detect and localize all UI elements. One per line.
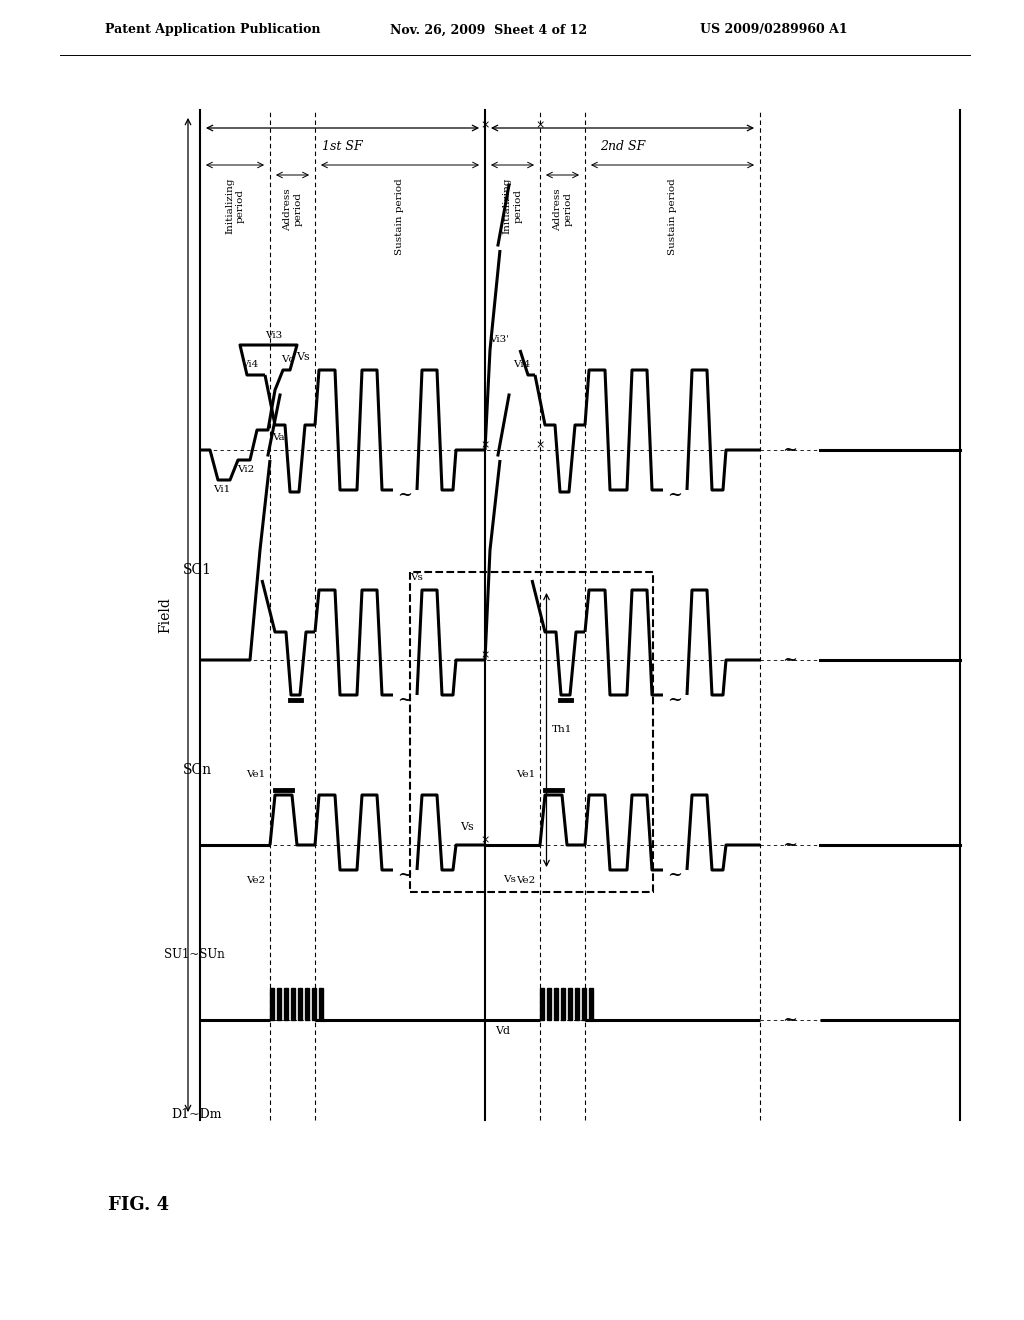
Text: ×: ×: [480, 120, 489, 129]
Text: Initializing
period: Initializing period: [225, 178, 245, 235]
Text: 2nd SF: 2nd SF: [600, 140, 645, 153]
Text: Ve2: Ve2: [516, 876, 535, 884]
Bar: [298, 987, 302, 1020]
Text: Vs: Vs: [296, 352, 310, 362]
Text: Vs: Vs: [411, 573, 424, 582]
Bar: [589, 987, 593, 1020]
Text: Vs: Vs: [504, 875, 516, 884]
Text: ~: ~: [782, 1011, 798, 1030]
Text: ×: ×: [536, 120, 545, 129]
Text: Vi4: Vi4: [513, 360, 530, 370]
Text: Nov. 26, 2009  Sheet 4 of 12: Nov. 26, 2009 Sheet 4 of 12: [390, 24, 587, 37]
Bar: [278, 987, 281, 1020]
Text: ×: ×: [536, 440, 545, 450]
Text: Vd: Vd: [496, 1026, 511, 1036]
Text: ~: ~: [782, 836, 798, 854]
Bar: [582, 987, 586, 1020]
Text: SU1~SUn: SU1~SUn: [164, 949, 224, 961]
Bar: [305, 987, 309, 1020]
Text: 1st SF: 1st SF: [323, 140, 362, 153]
Text: D1~Dm: D1~Dm: [172, 1109, 222, 1122]
Text: Initializing
period: Initializing period: [503, 178, 522, 235]
Text: Patent Application Publication: Patent Application Publication: [105, 24, 321, 37]
Text: Sustain period: Sustain period: [668, 178, 677, 255]
Text: ~: ~: [782, 651, 798, 669]
Bar: [547, 987, 551, 1020]
Text: Ve1: Ve1: [246, 770, 265, 779]
Text: ×: ×: [480, 836, 489, 845]
Text: Vi3': Vi3': [489, 335, 509, 345]
Text: US 2009/0289960 A1: US 2009/0289960 A1: [700, 24, 848, 37]
Bar: [319, 987, 323, 1020]
Bar: [270, 987, 274, 1020]
Text: ×: ×: [480, 649, 489, 660]
Text: ~: ~: [397, 486, 413, 504]
Bar: [568, 987, 572, 1020]
Text: Vc: Vc: [282, 355, 295, 364]
Text: ~: ~: [668, 690, 683, 709]
Text: Ve1: Ve1: [516, 770, 535, 779]
Text: SCn: SCn: [182, 763, 212, 777]
Text: SC1: SC1: [182, 564, 212, 577]
Text: Va: Va: [271, 433, 285, 442]
Text: ~: ~: [397, 866, 413, 884]
Bar: [312, 987, 316, 1020]
Text: Ve2: Ve2: [246, 876, 265, 884]
Text: Field: Field: [158, 597, 172, 632]
Bar: [410, 572, 653, 892]
Text: Sustain period: Sustain period: [395, 178, 404, 255]
Bar: [291, 987, 295, 1020]
Text: FIG. 4: FIG. 4: [108, 1196, 169, 1214]
Bar: [561, 987, 565, 1020]
Text: ~: ~: [668, 866, 683, 884]
Text: Th1: Th1: [552, 726, 571, 734]
Text: ~: ~: [782, 441, 798, 459]
Bar: [575, 987, 579, 1020]
Text: Address
period: Address period: [553, 187, 572, 231]
Text: Vi4: Vi4: [242, 360, 259, 370]
Text: Address
period: Address period: [283, 187, 302, 231]
Bar: [540, 987, 544, 1020]
Text: Vs: Vs: [460, 822, 474, 832]
Bar: [554, 987, 558, 1020]
Text: ~: ~: [668, 486, 683, 504]
Bar: [284, 987, 288, 1020]
Text: Vi3: Vi3: [265, 331, 283, 341]
Text: ~: ~: [397, 690, 413, 709]
Text: Vi1: Vi1: [213, 484, 230, 494]
Text: ×: ×: [480, 440, 489, 450]
Text: Vi2: Vi2: [238, 465, 255, 474]
